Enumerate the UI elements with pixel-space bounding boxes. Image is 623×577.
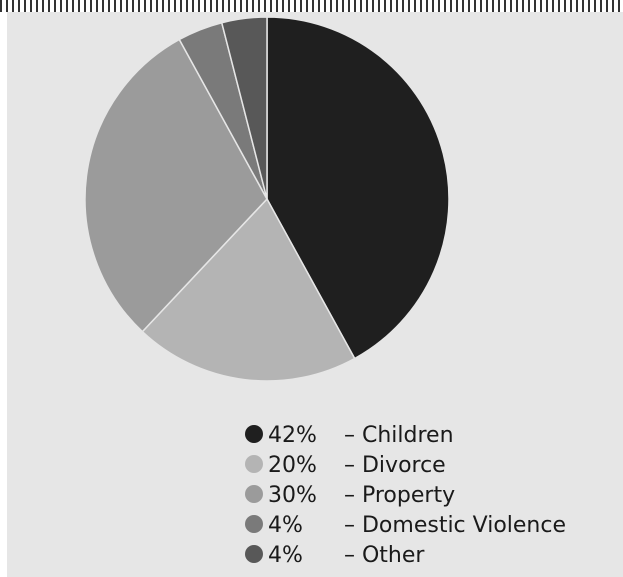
legend-label-divorce: – Divorce — [344, 453, 446, 478]
legend-percent-children: 42% — [268, 423, 317, 448]
legend-label-property: – Property — [344, 483, 455, 508]
legend-swatch-divorce — [245, 455, 263, 473]
pie-slice-other — [220, 16, 268, 200]
legend-percent-domestic-violence: 4% — [268, 513, 303, 538]
legend-swatch-property — [245, 485, 263, 503]
pie-slices — [84, 16, 450, 382]
legend-label-other: – Other — [344, 543, 425, 568]
legend-percent-property: 30% — [268, 483, 317, 508]
legend-percent-other: 4% — [268, 543, 303, 568]
legend-label-domestic-violence: – Domestic Violence — [344, 513, 566, 538]
legend-swatch-domestic-violence — [245, 515, 263, 533]
chart-legend: 42% – Children 20% – Divorce 30% – Property 4%… — [245, 423, 566, 568]
legend-percent-divorce: 20% — [268, 453, 317, 478]
legend-label-children: – Children — [344, 423, 454, 448]
legend-swatch-children — [245, 425, 263, 443]
dotted-top-rule — [0, 0, 623, 12]
pie-slice-property — [84, 38, 268, 333]
pie-slice-divorce — [141, 198, 356, 382]
pie-slice-children — [266, 16, 450, 360]
legend-swatch-other — [245, 545, 263, 563]
